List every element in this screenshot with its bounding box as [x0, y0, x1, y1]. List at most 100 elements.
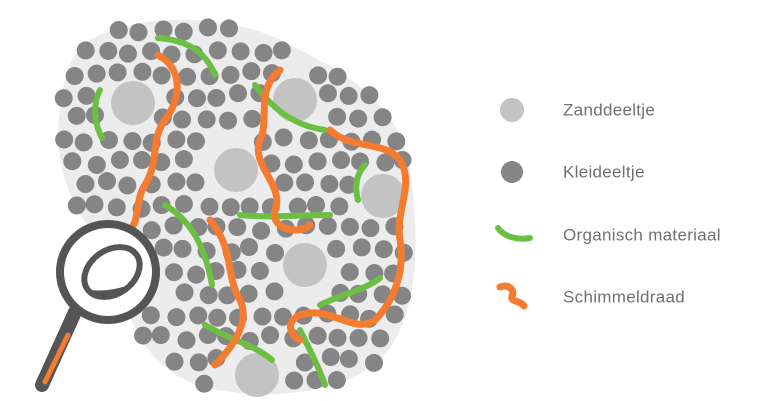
clay-particle: [165, 263, 183, 281]
clay-particle: [68, 107, 86, 125]
clay-particle: [86, 195, 104, 213]
clay-particle: [320, 175, 338, 193]
clay-particle: [255, 44, 273, 62]
clay-particle: [285, 155, 303, 173]
clay-particle: [167, 308, 185, 326]
clay-particle: [195, 375, 213, 393]
clay-particle: [173, 111, 191, 129]
clay-particle: [66, 67, 84, 85]
clay-particle: [109, 63, 127, 81]
clay-particle: [371, 329, 389, 347]
clay-particle: [199, 18, 217, 36]
clay-particle: [307, 196, 325, 214]
clay-particle: [273, 41, 291, 59]
clay-particle: [365, 354, 383, 372]
clay-particle: [219, 112, 237, 130]
clay-particle: [253, 308, 271, 326]
clay-particle: [77, 41, 95, 59]
organic-strand: [240, 215, 330, 216]
clay-particle: [167, 130, 185, 148]
clay-particle: [328, 108, 346, 126]
clay-particle: [129, 23, 147, 41]
clay-particle: [63, 152, 81, 170]
legend-label: Zanddeeltje: [563, 100, 655, 119]
clay-particle: [327, 240, 345, 258]
clay-particle: [75, 133, 93, 151]
clay-particle: [375, 240, 393, 258]
sand-particle: [273, 78, 317, 122]
clay-particle: [319, 84, 337, 102]
legend-swatch: [501, 161, 523, 183]
clay-particle: [177, 331, 195, 349]
clay-particle: [200, 286, 218, 304]
clay-particle: [361, 219, 379, 237]
clay-particle: [309, 152, 327, 170]
clay-particle: [309, 327, 327, 345]
clay-particle: [328, 371, 346, 389]
clay-particle: [232, 42, 250, 60]
clay-particle: [118, 176, 136, 194]
clay-particle: [340, 87, 358, 105]
clay-particle: [88, 65, 106, 83]
legend-label: Kleideeltje: [563, 162, 645, 181]
clay-particle: [251, 262, 269, 280]
clay-particle: [123, 132, 141, 150]
clay-particle: [285, 372, 303, 390]
clay-particle: [108, 198, 126, 216]
sand-particle: [214, 148, 258, 192]
clay-particle: [387, 132, 405, 150]
clay-particle: [261, 326, 279, 344]
clay-particle: [207, 89, 225, 107]
clay-particle: [340, 350, 358, 368]
legend-swatch: [500, 98, 524, 122]
clay-particle: [353, 238, 371, 256]
clay-particle: [55, 131, 73, 149]
legend: Zanddeeltje Kleideeltje Organisch materi…: [498, 98, 721, 306]
clay-particle: [111, 151, 129, 169]
clay-particle: [330, 197, 348, 215]
legend-swatch: [500, 286, 524, 306]
clay-particle: [155, 239, 173, 257]
clay-particle: [188, 89, 206, 107]
clay-particle: [309, 66, 327, 84]
clay-particle: [110, 21, 128, 39]
sand-particle: [111, 81, 155, 125]
clay-particle: [198, 110, 216, 128]
legend-swatch: [498, 228, 530, 239]
clay-particle: [153, 67, 171, 85]
clay-particle: [252, 222, 270, 240]
clay-particle: [329, 68, 347, 86]
sand-particle: [283, 243, 327, 287]
clay-particle: [208, 309, 226, 327]
clay-particle: [152, 326, 170, 344]
clay-particle: [275, 128, 293, 146]
clay-particle: [341, 263, 359, 281]
legend-label: Organisch materiaal: [563, 225, 721, 244]
clay-particle: [190, 353, 208, 371]
clay-particle: [360, 86, 378, 104]
clay-particle: [240, 238, 258, 256]
clay-particle: [329, 329, 347, 347]
clay-particle: [175, 150, 193, 168]
clay-particle: [349, 110, 367, 128]
clay-particle: [266, 282, 284, 300]
clay-particle: [99, 42, 117, 60]
clay-particle: [186, 173, 204, 191]
clay-particle: [296, 173, 314, 191]
clay-particle: [76, 175, 94, 193]
clay-particle: [350, 329, 368, 347]
clay-particle: [68, 196, 86, 214]
clay-particle: [175, 23, 193, 41]
clay-particle: [176, 283, 194, 301]
clay-particle: [187, 266, 205, 284]
clay-particle: [189, 306, 207, 324]
clay-particle: [220, 19, 238, 37]
clay-particle: [332, 151, 350, 169]
clay-particle: [119, 45, 137, 63]
clay-particle: [178, 68, 196, 86]
clay-particle: [266, 244, 284, 262]
clay-particle: [221, 66, 239, 84]
clay-particle: [374, 108, 392, 126]
clay-particle: [243, 110, 261, 128]
clay-particle: [167, 173, 185, 191]
